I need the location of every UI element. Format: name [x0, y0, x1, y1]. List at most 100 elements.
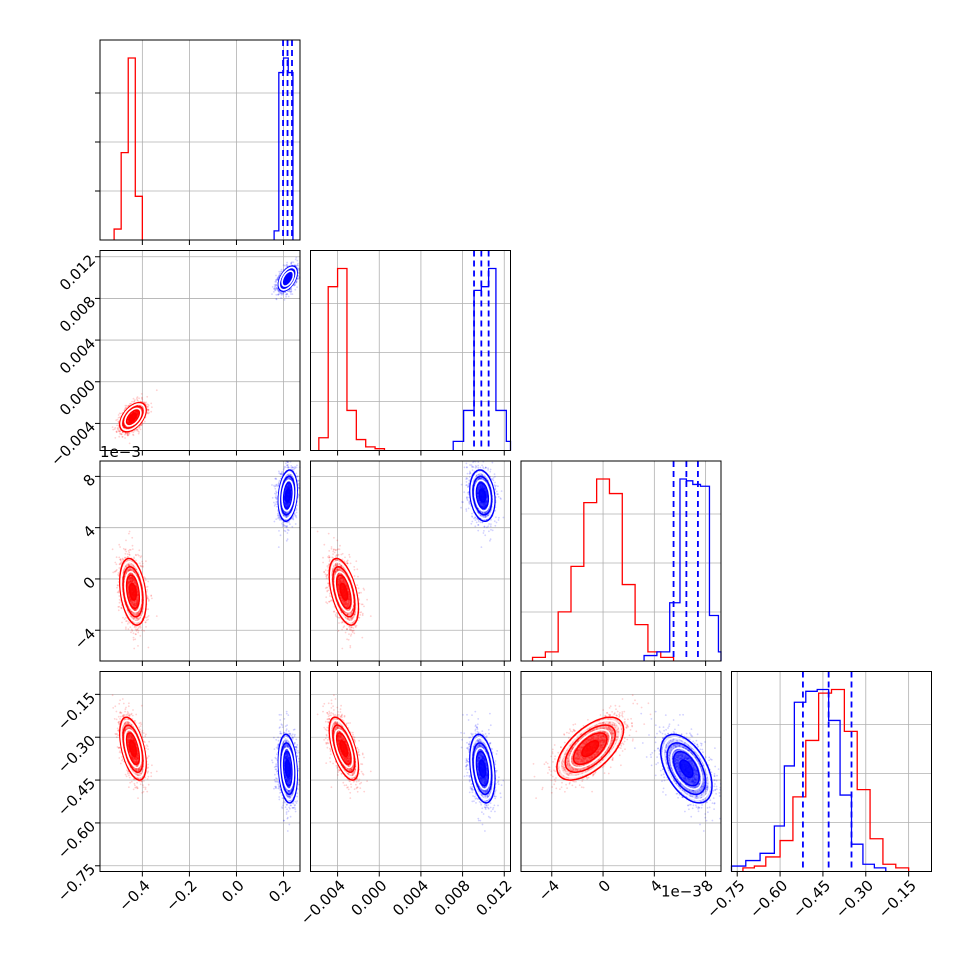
panel-1-0-point-0-658 [125, 406, 127, 409]
panel-1-0-point-1-385 [275, 284, 278, 286]
panel-1-0-point-0-283 [118, 435, 121, 438]
panel-2-0-point-0-636 [143, 630, 146, 632]
panel-2-0-point-1-516 [276, 514, 279, 517]
panel-2-0-point-0-1314 [130, 628, 133, 631]
panel-1-0-point-1-837 [296, 286, 298, 288]
panel-1-0-point-0-266 [120, 412, 122, 415]
panel-2-0-point-0-536 [125, 628, 127, 630]
panel-2-0-point-0-376 [141, 629, 144, 632]
panel-1-0-point-1-1107 [273, 287, 276, 290]
panel-1-0-point-1-811 [297, 262, 299, 265]
panel-2-0-point-0-1157 [155, 615, 158, 617]
panel-2-0-point-0-447 [115, 569, 118, 571]
panel-1-0-point-0-1350 [147, 404, 150, 406]
panel-2-0-point-0-632 [116, 584, 119, 587]
panel-2-0-point-0-633 [137, 645, 139, 647]
panel-2-0-point-1-712 [274, 477, 277, 480]
panel-2-0-point-0-1350 [147, 615, 150, 617]
panel-1-0-point-0-1291 [118, 412, 121, 415]
panel-1-0-point-1-891 [281, 292, 284, 294]
panel-1-0-point-1-979 [294, 258, 297, 261]
panel-2-0-point-0-319 [131, 544, 134, 547]
panel-2-0-point-0-1043 [150, 594, 153, 597]
panel-2-0-point-0-436 [118, 556, 121, 559]
panel-2-0-point-1-350 [278, 530, 280, 532]
panel-2-0-point-0-313 [128, 530, 131, 533]
panel-2-0-point-0-494 [123, 618, 126, 620]
panel-1-0-point-0-1165 [141, 397, 143, 400]
panel-1-0-point-0-133 [136, 410, 139, 413]
panel-2-0-point-0-733 [135, 559, 137, 562]
panel-2-0-point-0-737 [116, 586, 118, 589]
panel-2-0-point-0-299 [131, 536, 134, 539]
panel-1-0-point-0-28 [128, 420, 130, 423]
panel-2-0-point-0-610 [122, 547, 125, 550]
panel-1-0-point-1-949 [286, 293, 289, 295]
panel-2-0-point-0-283 [118, 543, 121, 546]
panel-2-0-point-0-763 [141, 562, 144, 565]
panel-2-0-point-0-1241 [137, 553, 139, 556]
panel-1-0-point-0-861 [124, 404, 127, 407]
panel-1-0-point-0-124 [117, 416, 120, 419]
panel-1-0-point-1-1288 [290, 263, 293, 266]
panel-2-0-point-0-690 [117, 606, 120, 608]
panel-1-0-point-0-1171 [136, 396, 139, 398]
panel-2-0-point-0-991 [119, 562, 122, 564]
panel-1-0-point-0-193 [131, 400, 134, 403]
panel-2-0-point-0-336 [119, 546, 121, 548]
panel-2-0-point-1-417 [295, 466, 298, 469]
panel-1-0-point-0-191 [138, 431, 140, 433]
panel-2-0-point-0-964 [119, 558, 122, 561]
grid-layer [100, 40, 932, 872]
panel-2-0-point-0-1372 [132, 632, 135, 635]
panel-1-0-point-0-120 [115, 430, 118, 433]
panel-1-0-point-0-1146 [140, 393, 143, 395]
panel-1-0-point-1-1204 [290, 291, 292, 293]
panel-2-0-point-0-94 [139, 635, 142, 637]
panel-2-0-point-0-230 [129, 626, 132, 628]
panel-1-0-point-1-995 [275, 274, 277, 277]
panel-1-0-point-0-167 [127, 419, 129, 421]
panel-1-0-point-1-950 [297, 271, 300, 274]
panel-2-0-point-0-1397 [139, 562, 141, 565]
panel-1-0-point-1-761 [294, 288, 297, 291]
panel-2-0-point-0-1233 [134, 638, 137, 641]
panel-2-0-point-0-448 [146, 585, 149, 588]
panel-1-0-point-1-1274 [277, 276, 280, 278]
panel-1-0-point-0-210 [126, 434, 129, 436]
panel-2-0-point-0-922 [127, 622, 129, 625]
panel-2-0-point-0-845 [126, 553, 129, 555]
panel-1-0-point-0-1117 [124, 433, 126, 436]
panel-2-0-point-0-214 [118, 567, 121, 569]
panel-1-0-point-0-1055 [128, 432, 131, 435]
panel-2-0-point-0-749 [125, 616, 127, 619]
panel-1-0-point-0-1346 [144, 402, 147, 404]
panel-2-0-point-0-1148 [135, 554, 138, 557]
panel-1-0-point-1-1359 [273, 283, 276, 286]
panel-2-0-point-0-1167 [125, 550, 128, 553]
panel-2-0-point-0-616 [126, 556, 129, 558]
panel-2-0-point-1-621 [274, 496, 277, 498]
panel-2-0-point-0-948 [124, 556, 126, 559]
panel-1-0-point-0-994 [132, 434, 135, 437]
panel-1-0-point-1-924 [279, 272, 282, 275]
panel-1-0-point-0-802 [121, 436, 124, 438]
panel-2-0-point-0-823 [121, 607, 123, 609]
panel-2-0-point-0-346 [127, 628, 130, 631]
panel-2-0-point-1-347 [281, 470, 284, 473]
panel-2-0-point-1-37 [279, 534, 282, 537]
panel-1-0-point-1-723 [286, 261, 288, 264]
panel-2-0-point-0-317 [115, 563, 118, 566]
panel-2-0-point-0-856 [112, 571, 115, 574]
panel-2-0-point-0-1294 [145, 616, 148, 619]
panel-2-0-point-0-723 [118, 598, 121, 601]
panel-1-0-point-0-0 [150, 410, 153, 413]
panel-1-0-point-0-598 [133, 429, 136, 432]
panel-1-0-point-1-1011 [280, 270, 282, 273]
panel-2-0-point-0-294 [133, 556, 135, 559]
panel-1-0-point-1-819 [273, 290, 275, 293]
panel-2-0-point-1-209 [274, 503, 277, 506]
panel-2-0-point-0-1355 [130, 631, 132, 634]
panel-2-0-point-0-1214 [124, 548, 127, 551]
panel-2-0-point-0-1154 [136, 628, 139, 631]
